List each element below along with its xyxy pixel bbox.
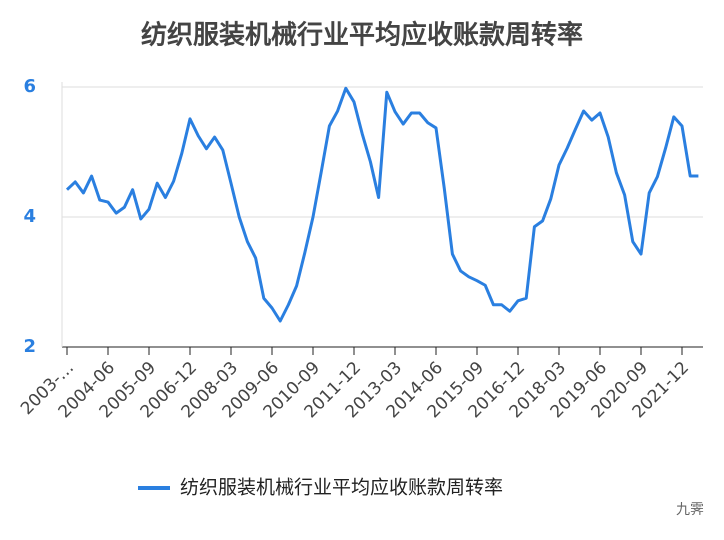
line — [65, 86, 699, 323]
legend-label: 纺织服装机械行业平均应收账款周转率 — [180, 477, 503, 499]
chart-title: 纺织服装机械行业平均应收账款周转率 — [141, 20, 583, 51]
y-tick-label: 4 — [23, 206, 36, 227]
y-tick-label: 6 — [23, 76, 36, 97]
watermark: 九霁 — [676, 502, 704, 518]
y-tick-label: 2 — [23, 336, 36, 357]
